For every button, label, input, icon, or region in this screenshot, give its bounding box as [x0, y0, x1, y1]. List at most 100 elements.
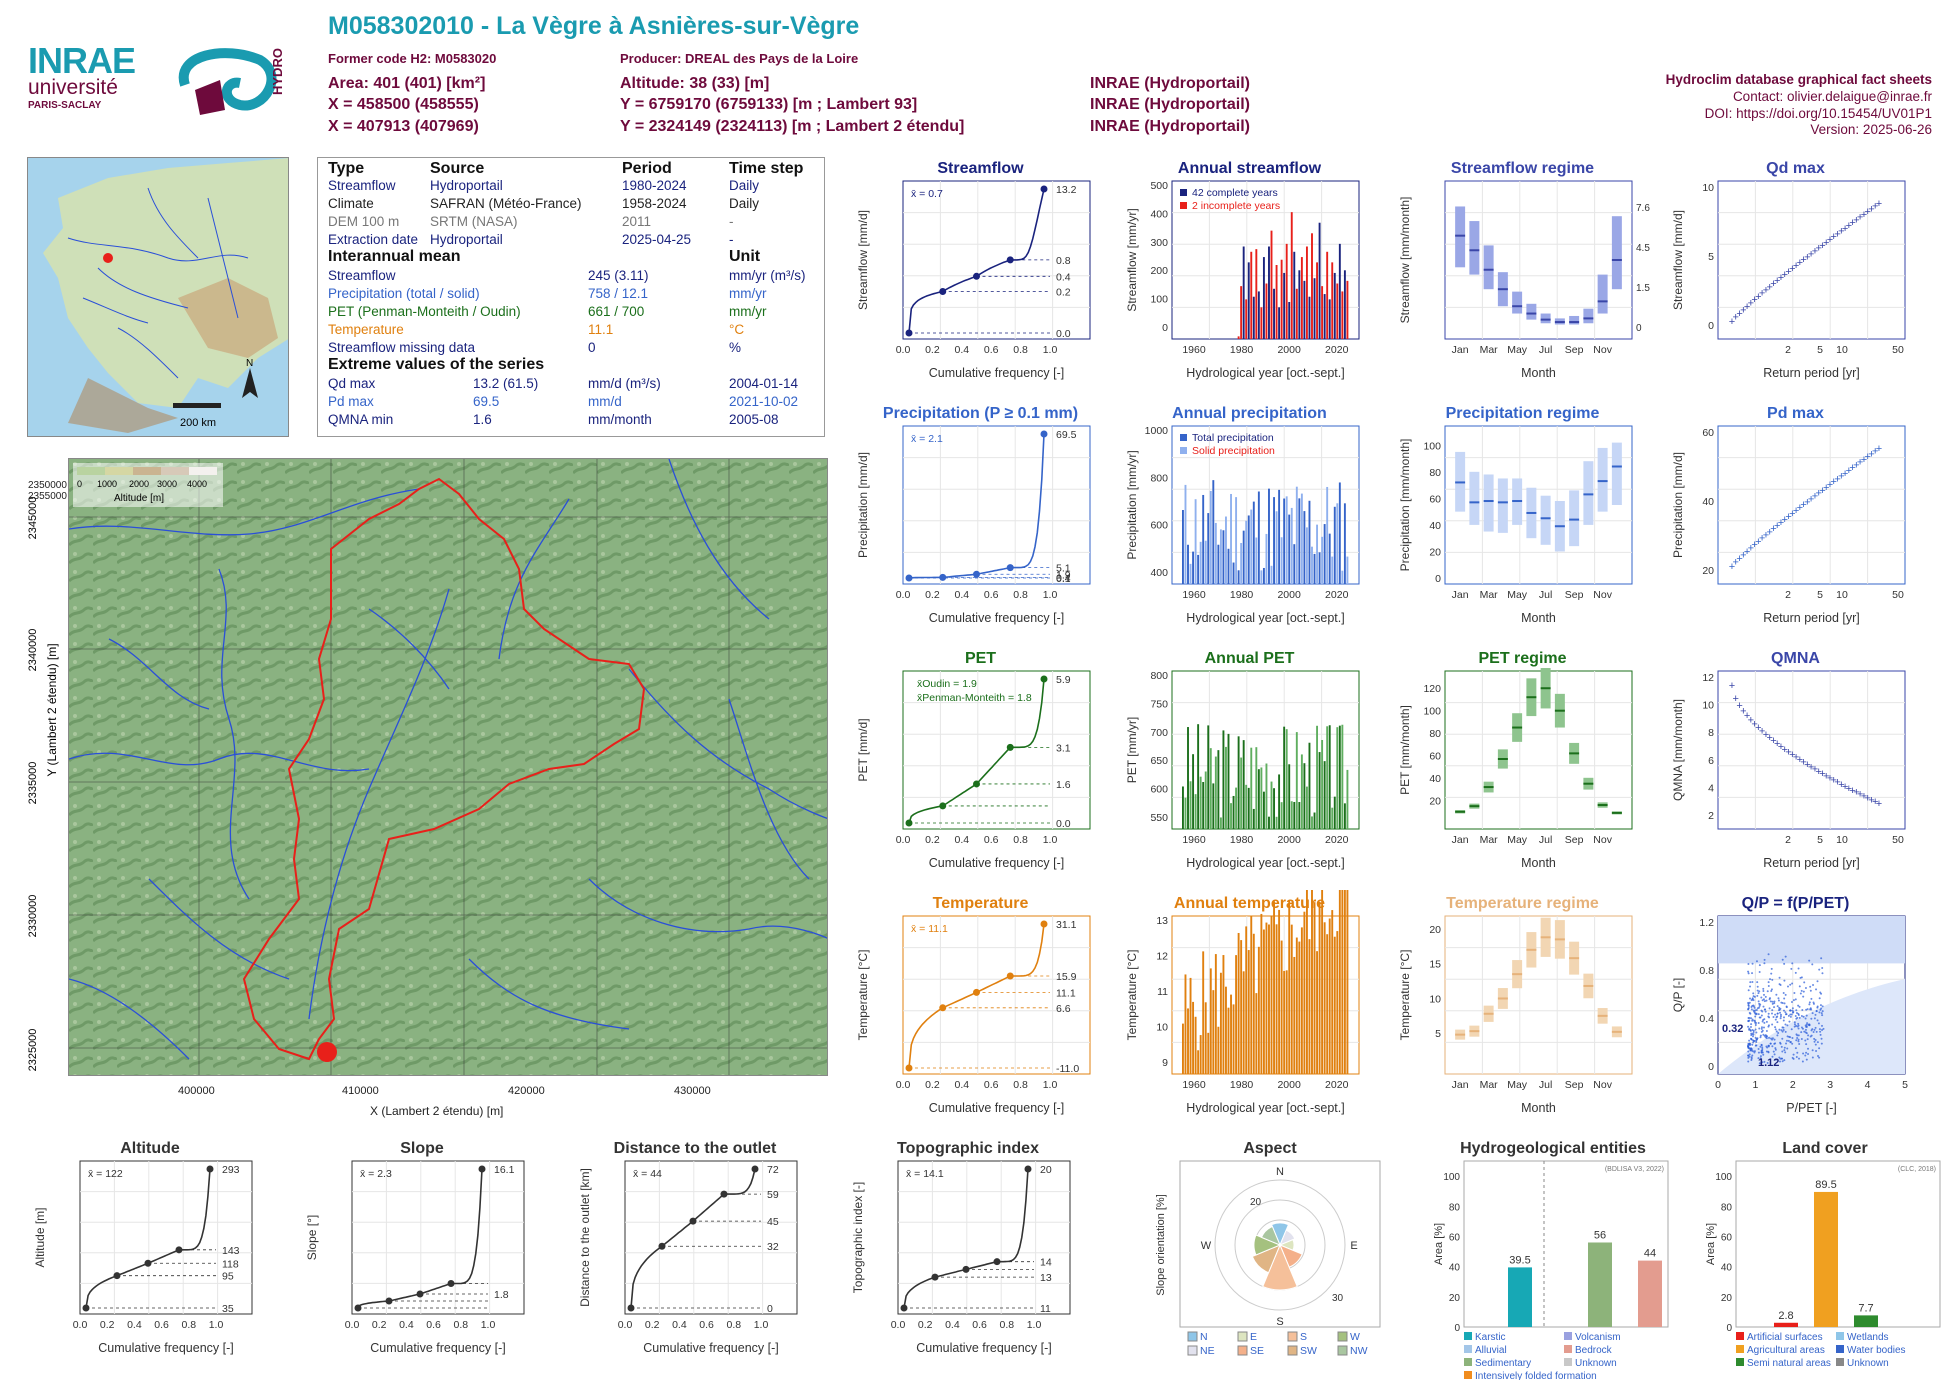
qp-dot-107	[1809, 1008, 1812, 1011]
bar-annual_precip-13	[1214, 522, 1217, 584]
qp-dot-392	[1766, 990, 1769, 993]
rtick-distance-0: 72	[767, 1164, 779, 1176]
qp-dot-316	[1802, 995, 1805, 998]
qp-dot-259	[1809, 989, 1812, 992]
qp-dot-445	[1821, 1014, 1824, 1017]
bar-annual_precip-36	[1273, 497, 1275, 584]
mark-qmna-33: +	[1853, 787, 1859, 799]
bar-annual_temp-17	[1225, 986, 1227, 1074]
title-hydrogeol: Hydrogeological entities	[1460, 1140, 1646, 1157]
mark-qd_max-9: +	[1763, 284, 1769, 296]
rtick-streamflow_dist-1: 0.8	[1056, 255, 1071, 267]
bar-annual_streamflow-36	[1328, 299, 1331, 339]
qp-dot-385	[1757, 1048, 1760, 1051]
qp-dot-439	[1782, 992, 1785, 995]
qp-dot-210	[1797, 1027, 1800, 1030]
mark-pd_max-9: +	[1763, 529, 1769, 541]
mean-precip_dist: x̄ = 2.1	[911, 433, 943, 445]
xtick-pd_max-1: 5	[1817, 589, 1823, 601]
mark-qd_max-27: +	[1831, 231, 1837, 243]
bar-annual_temp-4	[1192, 1001, 1195, 1074]
xtick-streamflow_dist-1: 0.2	[925, 344, 940, 356]
qp-dot-453	[1748, 1039, 1751, 1042]
qp-dot-234	[1756, 985, 1759, 988]
qp-dot-134	[1758, 1006, 1761, 1009]
mark-qd_max-26: +	[1827, 234, 1833, 246]
ytick-landcover-5: 100	[1715, 1172, 1732, 1183]
bar-landcover-1	[1814, 1191, 1838, 1327]
bar-annual_pet-36	[1273, 788, 1275, 829]
mark-pd_max-19: +	[1800, 499, 1806, 511]
ytick-precip_regime-2: 40	[1429, 520, 1441, 532]
mean-value-0: 245 (3.11)	[588, 268, 649, 283]
bar-annual_temp-30	[1257, 946, 1260, 1074]
ytick-pd_max-2: 60	[1702, 427, 1714, 439]
ytick-annual_pet-3: 700	[1150, 727, 1168, 739]
ytick-annual_precip-2: 800	[1150, 472, 1168, 484]
info-source-1: SAFRAN (Météo-France)	[430, 196, 582, 211]
xtick-annual_pet-0: 1960	[1182, 834, 1206, 846]
ytick-annual_temp-3: 12	[1156, 951, 1168, 963]
bar-annual_precip-6	[1197, 554, 1200, 584]
map-y-tick-4: 2345000	[27, 497, 39, 540]
bar-annual_temp-14	[1217, 1026, 1220, 1074]
bar-annual_temp-22	[1237, 932, 1240, 1074]
qp-dot-295	[1747, 1019, 1750, 1022]
mark-pd_max-39: +	[1876, 443, 1882, 455]
panel-annual_temp: Annual temperature Hydrological year [oct…	[1125, 890, 1360, 1115]
qp-dot-460	[1765, 1045, 1768, 1048]
mark-pd_max-3: +	[1740, 549, 1746, 561]
mark-pd_max-31: +	[1846, 465, 1852, 477]
mark-pd_max-25: +	[1823, 482, 1829, 494]
qp-dot-404	[1781, 1026, 1784, 1029]
legend-key-annual_precip-1	[1180, 447, 1187, 454]
xtick-pet_regime-5: Nov	[1593, 834, 1612, 846]
qp-dot-49	[1814, 1013, 1817, 1016]
ytick-annual_streamflow-0: 0	[1162, 322, 1168, 334]
bar-annual_streamflow-12	[1268, 246, 1270, 339]
qp-dot-64	[1779, 1015, 1782, 1018]
qp-dot-78	[1798, 1042, 1801, 1045]
legend-aspect-4: NE	[1200, 1345, 1215, 1357]
panel-qp_ppet: Q/P = f(P/PET) P/PET [-] Q/P [-] 0.32 1.12 0 1…	[1671, 895, 1908, 1115]
xtick-altitude-1: 0.2	[100, 1319, 115, 1331]
qp-dot-72	[1763, 1008, 1766, 1011]
ytick-landcover-0: 0	[1726, 1323, 1732, 1334]
mark-qmna-37: +	[1868, 794, 1874, 806]
source-2: INRAE (Hydroportail)	[1090, 96, 1250, 113]
qp-dot-218	[1795, 1009, 1798, 1012]
bar-annual_streamflow-41	[1341, 291, 1344, 339]
qp-dot-418	[1778, 1056, 1781, 1059]
qp-dot-400	[1755, 1012, 1758, 1015]
qp-dot-314	[1779, 1017, 1782, 1020]
qp-dot-128	[1817, 1022, 1820, 1025]
ring-2	[1214, 1179, 1346, 1311]
legend-landcover-3: Water bodies	[1847, 1345, 1906, 1356]
qp-dot-25	[1804, 1028, 1807, 1031]
qp-dot-473	[1760, 1027, 1763, 1030]
qp-dot-444	[1763, 958, 1766, 961]
qp-dot-395	[1763, 962, 1766, 965]
qp-dot-243	[1748, 1011, 1751, 1014]
qp-dot-120	[1761, 1020, 1764, 1023]
qp-dot-35	[1757, 1022, 1760, 1025]
xtick-streamflow_dist-3: 0.6	[984, 344, 999, 356]
qp-dot-141	[1815, 1030, 1818, 1033]
qp-dot-122	[1781, 1037, 1784, 1040]
mark-pd_max-14: +	[1782, 514, 1788, 526]
legend-key-aspect-7	[1337, 1345, 1348, 1356]
bar-annual_streamflow-5	[1250, 251, 1253, 339]
ytick-pet_regime-5: 120	[1423, 683, 1441, 695]
bar-annual_precip-20	[1232, 562, 1235, 584]
info-h-unit: Unit	[729, 248, 761, 265]
qp-dot-94	[1747, 1044, 1750, 1047]
legend-hydrogeol-6: Intensively folded formation	[1475, 1371, 1597, 1380]
xtick-streamflow_regime-5: Nov	[1593, 344, 1612, 356]
qp-dot-300	[1770, 967, 1773, 970]
mark-qmna-21: +	[1808, 761, 1814, 773]
mark-qmna-29: +	[1838, 779, 1844, 791]
mark-qmna-8: +	[1759, 726, 1765, 738]
qp-dot-366	[1780, 1029, 1783, 1032]
mark-qmna-27: +	[1831, 775, 1837, 787]
bar-annual_temp-44	[1293, 956, 1296, 1074]
